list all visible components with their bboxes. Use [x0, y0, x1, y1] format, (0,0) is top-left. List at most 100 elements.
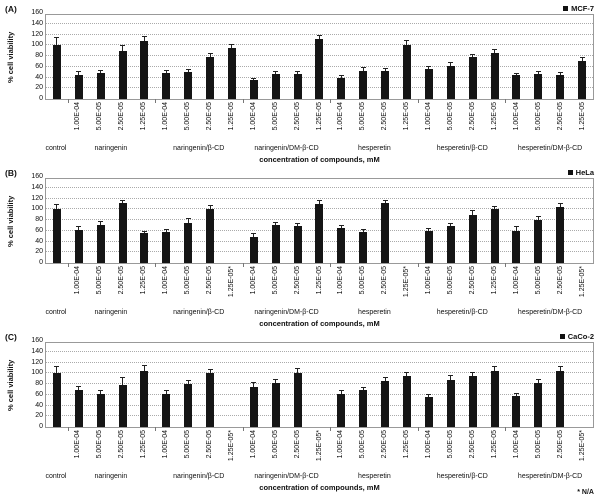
bar-slot: [221, 179, 243, 263]
conc-slot: 1.00E-04: [243, 430, 265, 472]
conc-slot: 1.25E-05: [221, 102, 243, 144]
conc-slot: 1.00E-04: [418, 430, 440, 472]
x-tick-label: 1.00E-04: [337, 430, 345, 459]
x-tick-label: 2.50E-05: [557, 266, 565, 295]
x-tick-labels: 1.00E-04 5.00E-05 2.50E-05 1.25E-05 1.00E-04…: [45, 102, 594, 144]
bar-slot: [68, 343, 90, 427]
conc-label-group: 1.00E-04 5.00E-05 2.50E-05 1.25E-05: [418, 266, 506, 308]
error-bar: [382, 377, 388, 382]
error-bar: [557, 366, 563, 371]
conc-slot: 2.50E-05: [199, 266, 221, 308]
conc-slot: 1.00E-04: [330, 430, 352, 472]
bar-slot: [177, 15, 199, 99]
error-bar: [54, 37, 60, 46]
gridline: [46, 415, 593, 417]
bar: [468, 210, 477, 263]
bar: [74, 70, 83, 99]
panel-header: (B) HeLa: [5, 168, 594, 178]
bar-group: [46, 343, 68, 427]
error-bar: [492, 206, 497, 210]
bar: [118, 377, 127, 427]
x-tick-label: 2.50E-05: [469, 430, 477, 459]
x-tick-label: 2.50E-05: [293, 430, 301, 459]
error-bar: [360, 228, 366, 232]
bar-slot: [221, 15, 243, 99]
error-bar: [141, 230, 147, 234]
bar-group: [243, 343, 331, 427]
error-bar: [579, 57, 585, 62]
legend: CaCo-2: [559, 332, 594, 341]
bar: [140, 35, 149, 99]
bar-group: [505, 343, 593, 427]
conc-label-group: 1.00E-04 5.00E-05 2.50E-05 1.25E-05: [155, 102, 243, 144]
x-group-labels: control naringenin naringenin/β-CD naringen…: [45, 144, 594, 154]
x-tick-label: 1.25E-05*: [403, 266, 411, 298]
bar-group: [46, 179, 68, 263]
bar: [184, 379, 193, 427]
legend: MCF-7: [563, 4, 594, 13]
y-tick-label: 60: [35, 390, 43, 398]
x-tick-label: 1.25E-05: [139, 102, 147, 131]
x-axis-tick: [330, 263, 332, 267]
y-tick-label: 120: [31, 30, 43, 38]
conc-label-group: 1.00E-04 5.00E-05 2.50E-05 1.25E-05: [67, 266, 155, 308]
bar-slot: [177, 343, 199, 427]
error-bar: [163, 390, 169, 394]
bar-slot: [199, 179, 221, 263]
bar-slot: [352, 15, 374, 99]
x-tick-label: 1.00E-04: [161, 430, 169, 459]
bar: [118, 199, 127, 263]
x-tick-label: 2.50E-05: [117, 102, 125, 131]
bar-group: [330, 15, 418, 99]
x-tick-label: 1.25E-05*: [579, 266, 587, 298]
x-tick-label: 1.25E-05: [315, 102, 323, 131]
x-tick-label: 1.00E-04: [337, 102, 345, 131]
x-axis-tick: [505, 263, 507, 267]
conc-slot: 1.25E-05*: [309, 430, 331, 472]
error-bar: [251, 232, 257, 238]
x-tick-label: 1.25E-05: [315, 266, 323, 295]
bar-group: [68, 343, 156, 427]
conc-slot: 5.00E-05: [265, 266, 287, 308]
error-bar: [295, 71, 301, 74]
bar-group: [155, 15, 243, 99]
conc-label-group: [45, 266, 67, 308]
x-tick-label: 1.25E-05: [491, 430, 499, 459]
y-tick-label: 40: [35, 401, 43, 409]
conc-slot: 1.25E-05: [133, 102, 155, 144]
bar: [359, 66, 368, 99]
error-bar: [338, 74, 344, 78]
x-tick-label: 2.50E-05: [293, 102, 301, 131]
x-tick-label: 1.25E-05: [403, 102, 411, 131]
bar-slot: [374, 179, 396, 263]
x-tick-label: 1.25E-05: [227, 102, 235, 131]
conc-slot: 1.00E-04: [67, 102, 89, 144]
conc-slot: 2.50E-05: [199, 102, 221, 144]
conc-slot: 2.50E-05: [111, 102, 133, 144]
bar-slot: [484, 343, 506, 427]
error-bar: [141, 35, 147, 41]
y-tick-label: 60: [35, 226, 43, 234]
x-axis-tick: [505, 427, 507, 431]
error-bar: [316, 199, 322, 204]
bar: [337, 74, 346, 99]
conc-slot: 1.00E-04: [330, 102, 352, 144]
x-tick-label: 2.50E-05: [117, 266, 125, 295]
bar-slot: [462, 179, 484, 263]
panel-label: (C): [5, 332, 17, 342]
conc-slot: 5.00E-05: [440, 430, 462, 472]
x-tick-label: 1.25E-05*: [315, 430, 323, 462]
x-axis-tick: [417, 427, 419, 431]
x-group-labels: control naringenin naringenin/β-CD naringen…: [45, 308, 594, 318]
bar-slot: [374, 343, 396, 427]
bar-slot: [134, 343, 156, 427]
bar: [490, 366, 499, 427]
y-tick-label: 120: [31, 194, 43, 202]
x-group-label: control: [45, 309, 67, 316]
x-axis-tick: [67, 263, 69, 267]
bar: [52, 37, 61, 99]
x-tick-label: 5.00E-05: [183, 102, 191, 131]
conc-slot: 1.00E-04: [330, 266, 352, 308]
bar-group: [68, 15, 156, 99]
bar-slot: [571, 343, 593, 427]
